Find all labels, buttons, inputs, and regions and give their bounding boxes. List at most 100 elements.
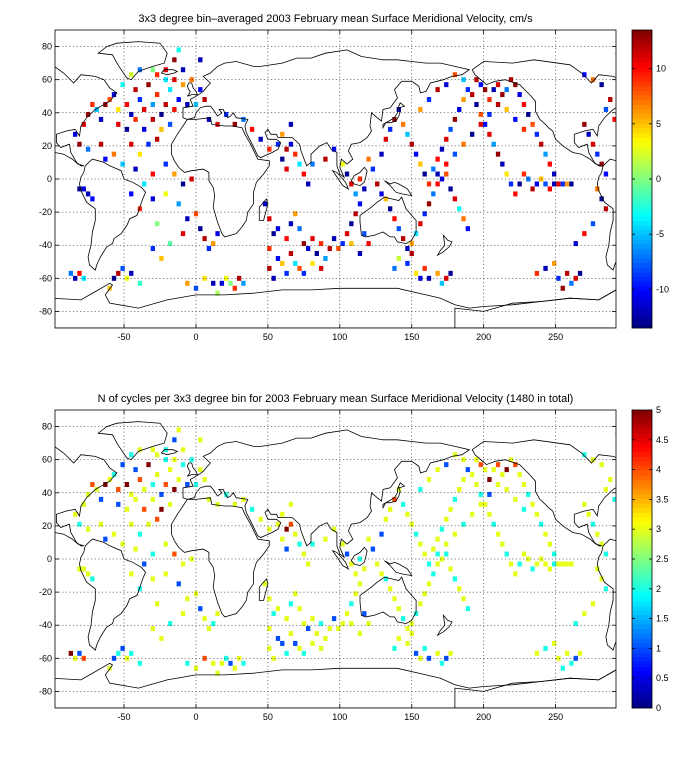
data-cell xyxy=(595,151,600,157)
data-cell xyxy=(172,106,177,112)
data-cell xyxy=(530,501,535,507)
data-cell xyxy=(150,626,155,632)
data-cell xyxy=(439,280,445,286)
coastline xyxy=(689,118,696,237)
data-cell xyxy=(504,171,509,177)
data-cell xyxy=(569,660,574,666)
colorbar-step xyxy=(632,456,652,462)
data-cell xyxy=(405,246,410,252)
data-cell xyxy=(500,161,505,167)
data-cell xyxy=(301,171,307,177)
data-cell xyxy=(129,571,134,577)
data-cell xyxy=(504,551,509,557)
colorbar-step xyxy=(632,48,652,54)
data-cell xyxy=(271,231,276,237)
colorbar-tick-label: 0.5 xyxy=(656,673,669,683)
data-cell xyxy=(439,556,445,562)
data-cell xyxy=(357,556,363,562)
data-cell xyxy=(111,275,117,281)
data-cell xyxy=(383,196,389,202)
colorbar-step xyxy=(632,619,652,625)
colorbar-step xyxy=(632,127,652,133)
data-cell xyxy=(284,270,289,276)
data-cell xyxy=(551,561,557,567)
data-cell xyxy=(573,621,578,627)
data-cell xyxy=(491,87,496,93)
data-cell xyxy=(465,606,470,612)
data-cell xyxy=(284,546,289,552)
data-cell xyxy=(500,472,505,478)
coastline xyxy=(97,41,168,81)
data-cell xyxy=(590,141,596,147)
data-cell xyxy=(280,131,285,137)
data-cell xyxy=(551,171,557,177)
y-tick-label: -80 xyxy=(39,686,52,696)
colorbar-step xyxy=(632,554,652,560)
data-cell xyxy=(336,246,341,252)
data-cell xyxy=(224,655,229,661)
data-cell xyxy=(418,221,423,227)
data-cell xyxy=(280,536,285,542)
data-cell xyxy=(228,660,233,666)
data-cell xyxy=(392,216,397,222)
data-cell xyxy=(470,511,475,517)
y-tick-label: 40 xyxy=(42,108,52,118)
data-cell xyxy=(129,72,134,78)
x-tick-label: 150 xyxy=(404,332,419,342)
data-cell xyxy=(560,665,565,671)
colorbar-step xyxy=(632,484,652,490)
colorbar-step xyxy=(632,680,652,686)
data-cell xyxy=(107,97,112,103)
colorbar-step xyxy=(632,419,652,425)
data-cell xyxy=(275,141,281,147)
data-cell xyxy=(116,650,121,656)
data-cell xyxy=(211,241,216,247)
data-cell xyxy=(452,196,458,202)
y-tick-label: -40 xyxy=(39,620,52,630)
data-cell xyxy=(163,571,168,577)
data-cell xyxy=(379,531,384,537)
data-cell xyxy=(439,660,445,666)
data-cell xyxy=(150,102,155,107)
data-cell xyxy=(461,77,466,83)
data-cell xyxy=(383,576,389,582)
data-cell xyxy=(167,621,173,627)
data-cell xyxy=(405,626,410,632)
data-cell xyxy=(280,640,285,646)
y-tick-label: -60 xyxy=(39,273,52,283)
data-cell xyxy=(444,136,449,142)
colorbar-step xyxy=(632,239,652,245)
colorbar-step xyxy=(632,151,652,157)
colorbar-step xyxy=(632,596,652,602)
data-cell xyxy=(357,251,363,256)
data-cell xyxy=(392,116,397,122)
coastline xyxy=(436,234,453,257)
data-cell xyxy=(111,531,117,537)
data-cell xyxy=(185,280,190,286)
colorbar-tick-label: 10 xyxy=(656,64,666,74)
data-cell xyxy=(146,82,151,88)
data-cell xyxy=(349,221,354,227)
data-cell xyxy=(224,491,229,497)
coastline xyxy=(258,578,269,601)
data-cell xyxy=(435,156,440,162)
data-cell xyxy=(77,566,82,572)
data-cell xyxy=(198,467,203,473)
data-cell xyxy=(180,82,186,88)
colorbar-tick-label: 2 xyxy=(656,584,661,594)
data-cell xyxy=(72,511,78,517)
data-cell xyxy=(422,645,427,651)
colorbar-step xyxy=(632,197,652,203)
data-cell xyxy=(521,482,527,487)
data-cell xyxy=(301,621,307,627)
data-cell xyxy=(288,141,294,147)
data-cell xyxy=(327,246,332,252)
data-cell xyxy=(202,275,207,281)
data-cell xyxy=(400,236,406,242)
data-cell xyxy=(435,171,440,177)
data-cell xyxy=(85,491,91,497)
data-cell xyxy=(487,477,492,483)
data-cell xyxy=(418,486,423,492)
data-cell xyxy=(314,251,319,256)
data-cell xyxy=(388,586,393,592)
